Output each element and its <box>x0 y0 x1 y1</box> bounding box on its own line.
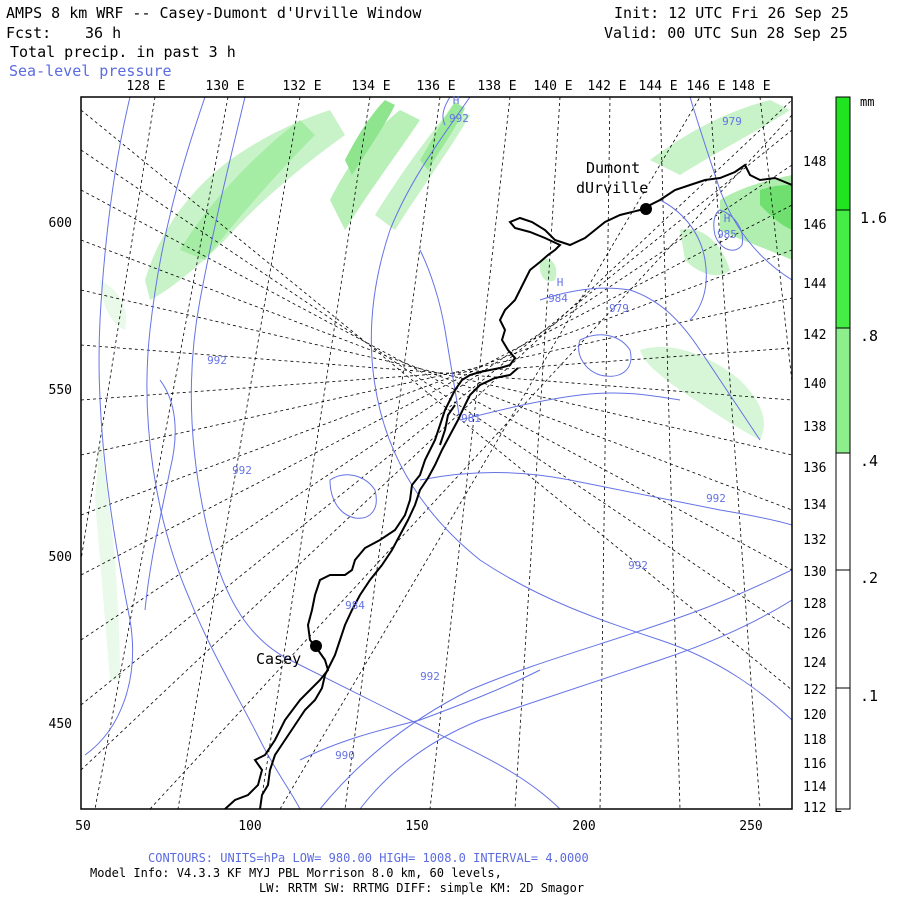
pressure-label: 984 <box>548 292 568 305</box>
colorbar-segment <box>836 688 850 809</box>
station-label-casey: Casey <box>256 650 301 668</box>
footer-contours: CONTOURS: UNITS=hPa LOW= 980.00 HIGH= 10… <box>148 851 589 865</box>
top-lon-label: 148 E <box>731 79 770 94</box>
right-lon-label: 144 E <box>803 277 842 292</box>
top-lon-label: 144 E <box>638 79 677 94</box>
station-label-dumont-line1: Dumont <box>586 159 640 177</box>
pressure-label: 992 <box>232 464 252 477</box>
forecast-hours: 36 h <box>85 24 122 42</box>
left-axis-tick: 600 <box>49 216 72 231</box>
bottom-axis-tick: 200 <box>572 819 595 834</box>
bottom-axis-tick: 250 <box>739 819 762 834</box>
bottom-axis-tick: 100 <box>238 819 261 834</box>
right-lon-label: 126 E <box>803 627 842 642</box>
right-lon-label: 132 E <box>803 533 842 548</box>
colorbar <box>835 96 851 810</box>
right-lon-label: 114 E <box>803 780 842 795</box>
colorbar-segment <box>836 210 850 328</box>
top-lon-label: 142 E <box>587 79 626 94</box>
right-lon-label: 116 E <box>803 757 842 772</box>
right-lon-label: 140 E <box>803 377 842 392</box>
right-lon-label: 148 E <box>803 155 842 170</box>
field-primary: Total precip. in past 3 h <box>10 43 236 61</box>
bottom-axis-tick: 150 <box>405 819 428 834</box>
model-title: AMPS 8 km WRF -- Casey-Dumont d'Urville … <box>6 4 422 22</box>
colorbar-units: mm <box>860 95 874 109</box>
footer-model-info: Model Info: V4.3.3 KF MYJ PBL Morrison 8… <box>90 866 502 880</box>
precip-fill <box>95 100 792 680</box>
station-label-dumont-line2: dUrville <box>576 179 648 197</box>
colorbar-segment <box>836 453 850 570</box>
right-lon-label: 120 E <box>803 708 842 723</box>
colorbar-tick: .4 <box>860 452 878 470</box>
station-dot-dumont <box>640 203 652 215</box>
map-frame <box>80 96 793 810</box>
colorbar-tick: .2 <box>860 569 878 587</box>
pressure-label: 992 <box>449 112 469 125</box>
pressure-label: 992 <box>628 559 648 572</box>
top-lon-label: 140 E <box>533 79 572 94</box>
bottom-axis-tick: 50 <box>75 819 91 834</box>
pressure-label: 984 <box>345 599 365 612</box>
right-lon-label: 138 E <box>803 420 842 435</box>
colorbar-segment <box>836 570 850 688</box>
left-axis-tick: 550 <box>49 383 72 398</box>
top-lon-label: 130 E <box>205 79 244 94</box>
top-lon-label: 132 E <box>282 79 321 94</box>
right-lon-label: 146 E <box>803 218 842 233</box>
top-lon-label: 136 E <box>416 79 455 94</box>
top-lon-label: 128 E <box>126 79 165 94</box>
top-lon-label: 138 E <box>477 79 516 94</box>
right-lon-label: 134 E <box>803 498 842 513</box>
pressure-label: 992 <box>207 354 227 367</box>
high-marker: H <box>724 212 731 225</box>
forecast-label: Fcst: <box>6 24 52 42</box>
field-secondary: Sea-level pressure <box>9 62 172 80</box>
pressure-contours <box>84 97 792 809</box>
pressure-label: 992 <box>706 492 726 505</box>
right-lon-label: 118 E <box>803 733 842 748</box>
pressure-label: 979 <box>609 302 629 315</box>
right-lon-label: 124 E <box>803 656 842 671</box>
right-lon-label: 130 E <box>803 565 842 580</box>
colorbar-segment <box>836 328 850 453</box>
pressure-label: 985 <box>717 228 737 241</box>
graticule <box>81 97 792 809</box>
footer-physics: LW: RRTM SW: RRTMG DIFF: simple KM: 2D S… <box>259 881 585 895</box>
left-axis-tick: 500 <box>49 550 72 565</box>
colorbar-tick: .1 <box>860 687 878 705</box>
valid-time: Valid: 00 UTC Sun 28 Sep 25 <box>604 24 848 42</box>
high-marker: H <box>557 276 564 289</box>
colorbar-tick: 1.6 <box>860 209 887 227</box>
right-lon-label: 142 E <box>803 328 842 343</box>
top-lon-label: 146 E <box>686 79 725 94</box>
pressure-label: 979 <box>722 115 742 128</box>
right-lon-label: 122 E <box>803 683 842 698</box>
left-axis-tick: 450 <box>49 717 72 732</box>
right-lon-label: 112 E <box>803 801 842 816</box>
right-lon-label: 136 E <box>803 461 842 476</box>
init-time: Init: 12 UTC Fri 26 Sep 25 <box>614 4 849 22</box>
colorbar-tick: .8 <box>860 327 878 345</box>
coastline <box>224 163 792 809</box>
pressure-label: 992 <box>420 670 440 683</box>
top-lon-label: 134 E <box>351 79 390 94</box>
station-dot-casey <box>310 640 322 652</box>
high-marker: H <box>453 94 460 107</box>
right-lon-label: 128 E <box>803 597 842 612</box>
pressure-label: 981 <box>461 412 481 425</box>
colorbar-segment <box>836 97 850 210</box>
pressure-label: 990 <box>335 749 355 762</box>
